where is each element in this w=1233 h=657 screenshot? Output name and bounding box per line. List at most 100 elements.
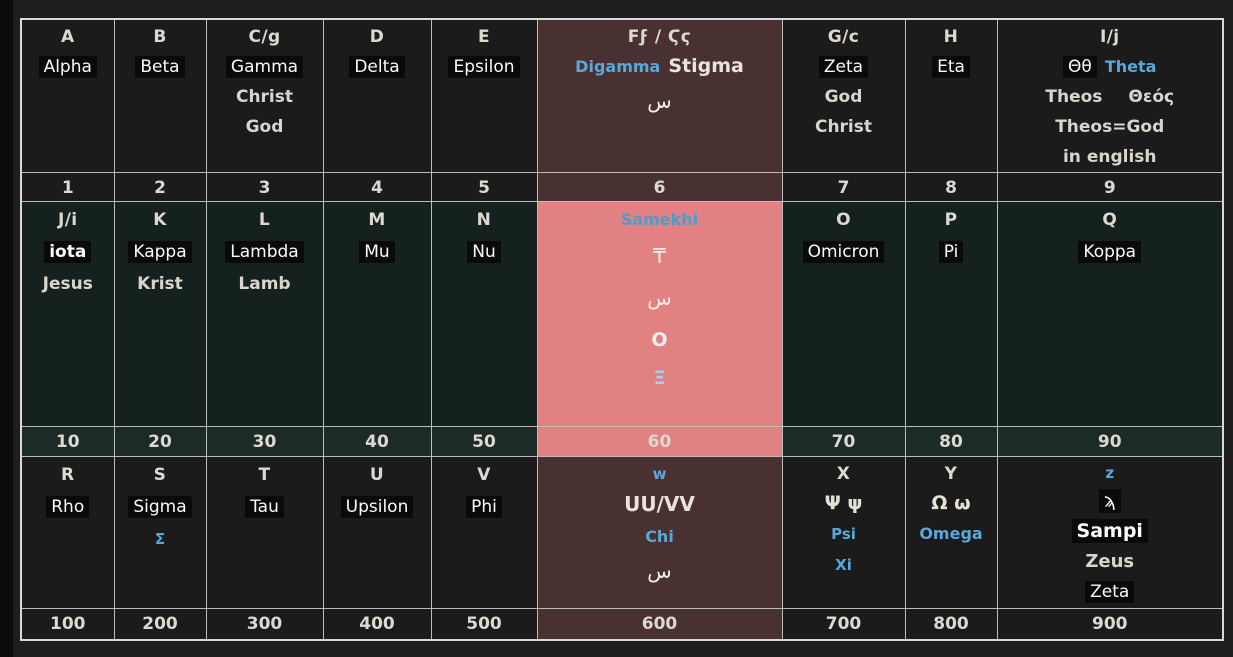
cell-nu: N Nu bbox=[430, 201, 538, 427]
name-gamma: Gamma bbox=[225, 56, 304, 78]
name-theta: Theta bbox=[1104, 57, 1157, 76]
name-delta: Delta bbox=[349, 56, 405, 78]
num-90: 90 bbox=[996, 426, 1224, 457]
word-lamb: Lamb bbox=[238, 274, 291, 294]
psi-glyphs: Ψ ψ bbox=[824, 492, 863, 514]
arabic-seen-glyph-2: س bbox=[647, 286, 672, 310]
name-upsilon: Upsilon bbox=[340, 496, 414, 518]
row-letters-j-q: J/i iota Jesus K Kappa Krist L Lambda La… bbox=[20, 201, 1224, 427]
num-800: 800 bbox=[904, 608, 998, 640]
letter-p: P bbox=[944, 210, 958, 230]
samekh-symbol: ₸ bbox=[653, 244, 666, 268]
cell-omega: Y Ω ω Omega bbox=[904, 456, 998, 609]
num-20: 20 bbox=[113, 426, 207, 457]
num-5: 5 bbox=[430, 172, 538, 202]
letter-l: L bbox=[258, 210, 271, 230]
row-numbers-100-900: 100 200 300 400 500 600 700 800 900 bbox=[20, 608, 1224, 640]
cell-iota: J/i iota Jesus bbox=[20, 201, 115, 427]
cell-upsilon: U Upsilon bbox=[322, 456, 432, 609]
name-tau: Tau bbox=[245, 496, 284, 518]
word-god-2: God bbox=[824, 87, 863, 107]
num-4: 4 bbox=[322, 172, 432, 202]
row-numbers-10-90: 10 20 30 40 50 60 70 80 90 bbox=[20, 426, 1224, 457]
cell-sampi: z ϡ Sampi Zeus Zeta bbox=[996, 456, 1224, 609]
word-theos-equals-god: Theos=God bbox=[1055, 117, 1165, 137]
name-iota: iota bbox=[44, 241, 92, 263]
word-christ: Christ bbox=[235, 87, 294, 107]
letter-w: w bbox=[652, 465, 667, 483]
cell-delta: D Delta bbox=[322, 18, 432, 173]
letter-n: N bbox=[476, 210, 492, 230]
name-omicron: Omicron bbox=[802, 241, 885, 263]
arabic-seen-glyph: س bbox=[647, 89, 672, 113]
num-900: 900 bbox=[996, 608, 1224, 640]
letter-c: C/g bbox=[248, 27, 281, 47]
num-10: 10 bbox=[20, 426, 115, 457]
num-2: 2 bbox=[113, 172, 207, 202]
cell-eta: H Eta bbox=[904, 18, 998, 173]
letter-d: D bbox=[369, 27, 385, 47]
letter-b: B bbox=[153, 27, 167, 47]
name-stigma: Stigma bbox=[668, 55, 744, 77]
num-100: 100 bbox=[20, 608, 115, 640]
num-500: 500 bbox=[430, 608, 538, 640]
arabic-seen-glyph-3: س bbox=[647, 559, 672, 583]
letter-x: X bbox=[836, 464, 851, 484]
letter-r: R bbox=[61, 465, 75, 485]
cell-samekhi: Samekhi ₸ س O Ξ bbox=[536, 201, 783, 427]
word-christ-2: Christ bbox=[814, 117, 873, 137]
letter-m: M bbox=[368, 210, 386, 230]
word-jesus: Jesus bbox=[42, 274, 93, 294]
name-epsilon: Epsilon bbox=[448, 56, 520, 78]
letter-v: V bbox=[477, 465, 491, 485]
name-phi: Phi bbox=[466, 496, 502, 518]
num-9: 9 bbox=[996, 172, 1224, 202]
letter-z: z bbox=[1105, 464, 1115, 482]
sigma-glyph: Σ bbox=[154, 530, 166, 548]
letter-i: I/j bbox=[1099, 27, 1120, 47]
letter-o: O bbox=[836, 210, 851, 230]
cell-pi: P Pi bbox=[904, 201, 998, 427]
name-eta: Eta bbox=[932, 56, 970, 78]
letter-u: U bbox=[369, 465, 385, 485]
xi-symbol: Ξ bbox=[653, 367, 666, 389]
num-6: 6 bbox=[536, 172, 783, 202]
name-omega: Omega bbox=[919, 524, 983, 543]
word-theos: Theos bbox=[1045, 87, 1103, 107]
letter-j: J/i bbox=[57, 210, 78, 230]
name-mu: Mu bbox=[359, 241, 395, 263]
cell-tau: T Tau bbox=[205, 456, 324, 609]
omega-glyphs: Ω ω bbox=[931, 492, 971, 514]
word-in-english: in english bbox=[1062, 147, 1157, 167]
letter-g: G/c bbox=[827, 27, 860, 47]
cell-koppa: Q Koppa bbox=[996, 201, 1224, 427]
row-numbers-1-9: 1 2 3 4 5 6 7 8 9 bbox=[20, 172, 1224, 202]
name-koppa: Koppa bbox=[1078, 241, 1142, 263]
num-1: 1 bbox=[20, 172, 115, 202]
letter-h: H bbox=[943, 27, 959, 47]
name-xi: Xi bbox=[835, 556, 852, 574]
cell-gamma: C/g Gamma Christ God bbox=[205, 18, 324, 173]
cell-alpha: A Alpha bbox=[20, 18, 115, 173]
name-rho: Rho bbox=[46, 496, 90, 518]
letter-e: E bbox=[477, 27, 490, 47]
name-pi: Pi bbox=[938, 241, 964, 263]
letter-t: T bbox=[258, 465, 271, 485]
num-7: 7 bbox=[781, 172, 906, 202]
name-lambda: Lambda bbox=[225, 241, 304, 263]
name-alpha: Alpha bbox=[38, 56, 97, 78]
name-nu: Nu bbox=[467, 241, 501, 263]
num-30: 30 bbox=[205, 426, 324, 457]
word-god: God bbox=[245, 117, 284, 137]
cell-beta: B Beta bbox=[113, 18, 207, 173]
num-300: 300 bbox=[205, 608, 324, 640]
cell-digamma-stigma: Ϝϝ / Ϛϛ Digamma Stigma س bbox=[536, 18, 783, 173]
letter-q: Q bbox=[1102, 210, 1118, 230]
sampi-glyph: ϡ bbox=[1098, 489, 1121, 513]
theta-glyphs: Θθ bbox=[1063, 56, 1097, 78]
num-60: 60 bbox=[536, 426, 783, 457]
letters-digamma-stigma: Ϝϝ / Ϛϛ bbox=[627, 27, 692, 47]
name-chi: Chi bbox=[645, 527, 674, 546]
cell-phi: V Phi bbox=[430, 456, 538, 609]
letter-s: S bbox=[153, 465, 167, 485]
